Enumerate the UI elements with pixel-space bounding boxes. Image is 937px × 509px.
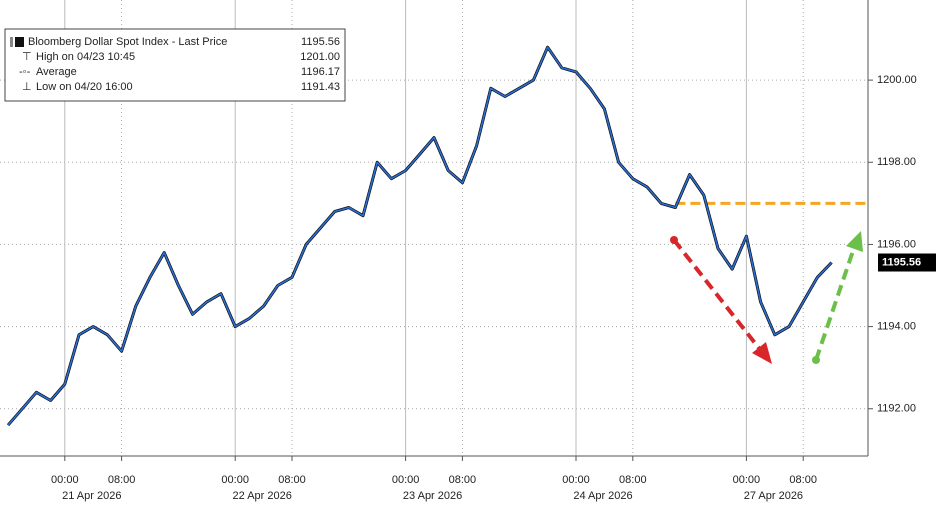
legend-icon: -◦- bbox=[19, 66, 31, 78]
x-tick-label: 00:00 bbox=[221, 474, 249, 486]
x-day-label: 22 Apr 2026 bbox=[233, 490, 292, 502]
arrow-shaft bbox=[814, 244, 857, 361]
x-day-label: 27 Apr 2026 bbox=[744, 490, 803, 502]
x-tick-label: 00:00 bbox=[51, 474, 79, 486]
x-tick-label: 00:00 bbox=[733, 474, 761, 486]
legend-row-value: 1196.17 bbox=[301, 66, 340, 78]
x-day-label: 21 Apr 2026 bbox=[62, 490, 121, 502]
x-tick-label: 08:00 bbox=[108, 474, 136, 486]
legend-box bbox=[4, 28, 346, 102]
y-tick-label: 1200.00 bbox=[877, 74, 917, 86]
legend-value: 1195.56 bbox=[301, 36, 340, 48]
legend-icon: ⊥ bbox=[22, 81, 32, 93]
last-price-box bbox=[878, 253, 936, 272]
legend: Bloomberg Dollar Spot Index - Last Price… bbox=[4, 28, 346, 102]
x-tick-label: 08:00 bbox=[619, 474, 647, 486]
legend-row-name: Average bbox=[36, 66, 77, 78]
arrow-head bbox=[752, 342, 772, 364]
y-tick-label: 1196.00 bbox=[877, 238, 916, 250]
down-arrow bbox=[670, 236, 772, 364]
legend-row-value: 1191.43 bbox=[301, 81, 340, 93]
plot bbox=[6, 45, 866, 427]
x-tick-label: 08:00 bbox=[789, 474, 817, 486]
arrow-start bbox=[812, 356, 820, 364]
x-tick-label: 00:00 bbox=[562, 474, 590, 486]
y-tick-label: 1192.00 bbox=[877, 403, 916, 415]
arrow-start bbox=[670, 236, 678, 244]
legend-row-value: 1201.00 bbox=[300, 51, 340, 63]
x-tick-label: 08:00 bbox=[278, 474, 306, 486]
legend-icon bbox=[10, 37, 13, 47]
x-day-label: 24 Apr 2026 bbox=[573, 490, 632, 502]
x-day-label: 23 Apr 2026 bbox=[403, 490, 462, 502]
arrow-shaft bbox=[672, 238, 764, 354]
up-arrow bbox=[812, 231, 863, 364]
last-price-label: 1195.56 bbox=[882, 256, 921, 268]
x-tick-label: 08:00 bbox=[449, 474, 477, 486]
legend-row-name: High on 04/23 10:45 bbox=[36, 51, 135, 63]
y-tick-label: 1198.00 bbox=[877, 156, 916, 168]
legend-icon bbox=[15, 37, 24, 47]
legend-title: Bloomberg Dollar Spot Index - Last Price bbox=[28, 36, 227, 48]
price-line bbox=[7, 46, 833, 426]
y-tick-label: 1194.00 bbox=[877, 321, 916, 333]
legend-icon: ⊤ bbox=[22, 51, 32, 63]
x-tick-label: 00:00 bbox=[392, 474, 420, 486]
legend-row-name: Low on 04/20 16:00 bbox=[36, 81, 133, 93]
arrow-head bbox=[846, 231, 863, 252]
